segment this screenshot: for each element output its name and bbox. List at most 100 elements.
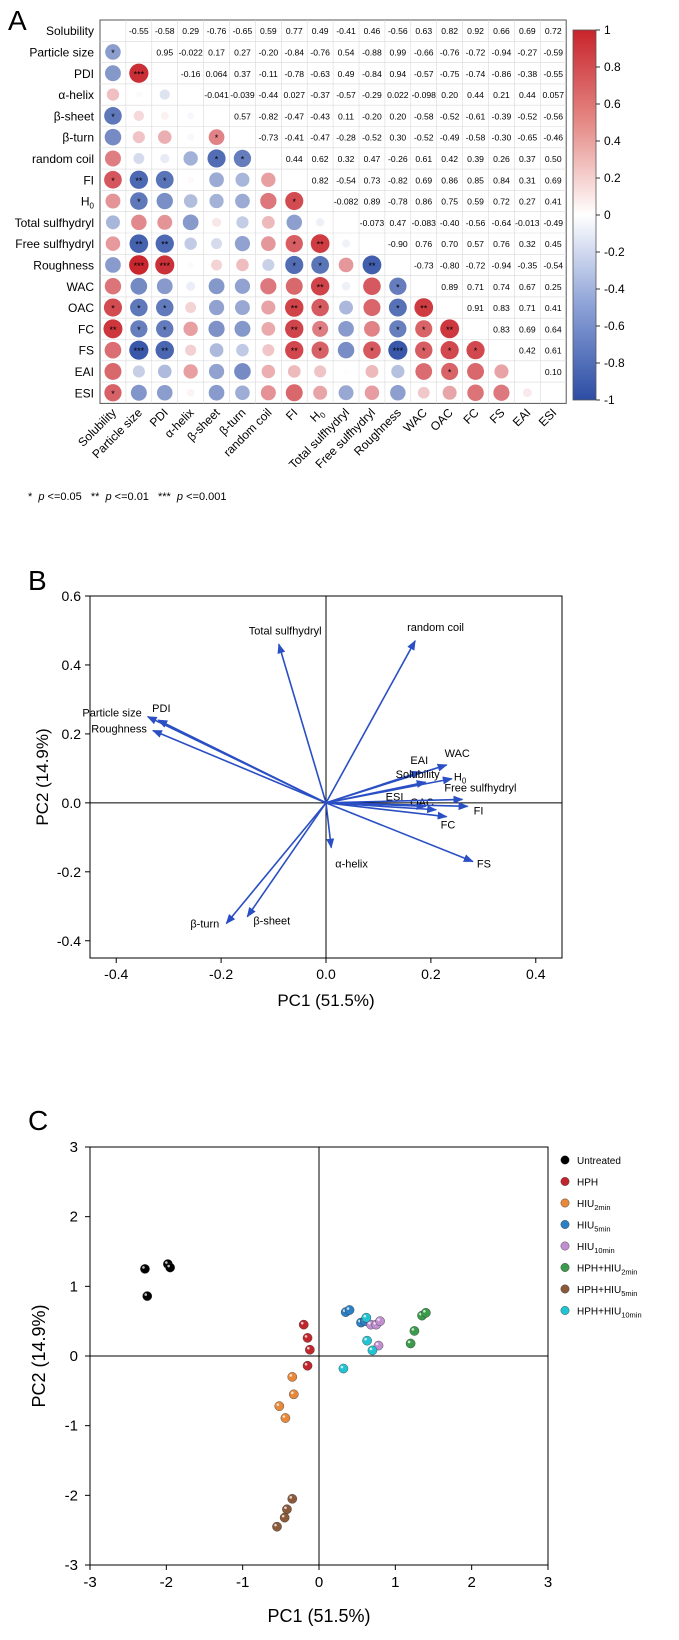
corr-circle [135, 91, 143, 98]
corr-circle [234, 320, 251, 337]
legend-marker [560, 1155, 570, 1165]
corr-circle [130, 277, 148, 295]
corr-circle [285, 384, 303, 402]
corr-circle [207, 149, 226, 168]
corr-significance: ** [291, 346, 299, 356]
y-tick-label: 0.4 [62, 657, 82, 673]
corr-value: -0.27 [518, 47, 538, 57]
corr-circle [285, 255, 304, 275]
heatmap-row-label: Particle size [29, 45, 94, 59]
corr-circle [314, 365, 327, 378]
x-tick-label: 2 [467, 1574, 475, 1591]
corr-value: 0.64 [545, 324, 562, 334]
corr-value: -0.66 [414, 47, 434, 57]
corr-circle [187, 176, 194, 184]
corr-value: 0.69 [415, 175, 432, 185]
legend-label: HIU2min [577, 1199, 611, 1212]
corr-value: 0.85 [467, 175, 484, 185]
score-point [305, 1344, 315, 1355]
corr-value: 0.89 [441, 282, 458, 292]
legend-label: HIU10min [577, 1242, 615, 1255]
corr-value: -0.039 [230, 90, 255, 100]
corr-circle [522, 388, 532, 398]
corr-circle [389, 277, 407, 295]
corr-circle [285, 341, 304, 360]
corr-circle [262, 344, 275, 357]
x-tick-label: -1 [236, 1574, 249, 1591]
colorbar-tick-label: 0 [604, 208, 611, 222]
corr-value: 0.54 [338, 47, 355, 57]
corr-value: 0.69 [519, 324, 536, 334]
corr-circle [155, 170, 174, 189]
panel-letter-b: B [28, 565, 47, 596]
corr-circle [341, 239, 351, 248]
corr-circle [343, 368, 349, 375]
pca-loading-plot: -0.4 -0.2 0.0 0.2 0.4 -0.4 -0.2 0.0 0.2 0.4 0.6 PC1… [33, 588, 563, 1010]
score-point [280, 1413, 291, 1423]
corr-circle [415, 320, 433, 338]
corr-value: 0.92 [467, 26, 484, 36]
corr-circle [104, 128, 122, 146]
corr-value: -0.44 [259, 90, 279, 100]
corr-value: -0.75 [440, 69, 460, 79]
corr-value: 0.63 [415, 26, 432, 36]
corr-value: 0.32 [338, 154, 355, 164]
corr-significance: * [215, 154, 219, 164]
corr-circle [338, 257, 354, 273]
x-axis-label: PC1 (51.5%) [267, 1606, 370, 1626]
corr-value: 0.022 [387, 90, 409, 100]
corr-circle [132, 365, 145, 378]
corr-significance: * [292, 261, 296, 271]
y-tick-label: -0.2 [57, 864, 81, 880]
significance-note: * p <=0.05 ** p <=0.01 *** p <=0.001 [28, 491, 226, 503]
corr-circle [132, 131, 145, 144]
corr-circle [364, 320, 380, 337]
loading-label: β-sheet [253, 916, 290, 928]
corr-circle [133, 152, 145, 164]
corr-circle [186, 388, 195, 397]
corr-circle [236, 343, 249, 357]
score-point [140, 1264, 150, 1274]
heatmap-column-label: FS [487, 406, 508, 427]
corr-circle [363, 299, 381, 317]
corr-value: 0.69 [545, 175, 562, 185]
corr-value: -0.56 [543, 111, 563, 121]
corr-value: -0.39 [492, 111, 512, 121]
corr-circle [208, 299, 225, 316]
colorbar-tick-label: -0.4 [604, 282, 625, 296]
corr-value: -0.72 [466, 260, 486, 270]
colorbar: 1 0.8 0.6 0.4 0.2 0 -0.2 -0.4 -0.6 -0.8 -1 [572, 23, 625, 407]
x-tick-label: -0.4 [104, 966, 128, 982]
corr-significance: ** [109, 325, 117, 335]
corr-significance: ** [317, 282, 325, 292]
y-tick-label: -2 [65, 1487, 78, 1504]
score-point [421, 1308, 431, 1318]
corr-value: 0.83 [493, 303, 510, 313]
legend-marker [560, 1263, 570, 1272]
corr-significance: * [292, 240, 296, 250]
corr-significance: * [111, 389, 115, 399]
heatmap-row-label: β-sheet [54, 109, 95, 123]
corr-value: -0.88 [362, 47, 382, 57]
y-tick-label: -3 [65, 1557, 78, 1574]
corr-circle [155, 234, 174, 253]
panel-letter-a: A [8, 5, 27, 36]
corr-circle [236, 258, 249, 272]
corr-value: -0.74 [466, 69, 486, 79]
corr-circle [337, 341, 355, 359]
corr-circle [311, 256, 330, 274]
corr-value: -0.55 [129, 26, 149, 36]
corr-value: 0.75 [441, 197, 458, 207]
corr-significance: * [163, 325, 167, 335]
corr-value: -0.78 [388, 197, 408, 207]
corr-circle [160, 111, 169, 120]
corr-value: -0.73 [414, 260, 434, 270]
x-tick-label: 3 [544, 1574, 552, 1591]
corr-value: 0.064 [206, 69, 228, 79]
corr-circle [390, 385, 406, 401]
corr-circle [129, 340, 149, 360]
corr-circle [441, 362, 459, 381]
colorbar-tick-label: -1 [604, 393, 615, 407]
corr-value: -0.76 [310, 47, 330, 57]
colorbar-tick-label: -0.8 [604, 356, 625, 370]
